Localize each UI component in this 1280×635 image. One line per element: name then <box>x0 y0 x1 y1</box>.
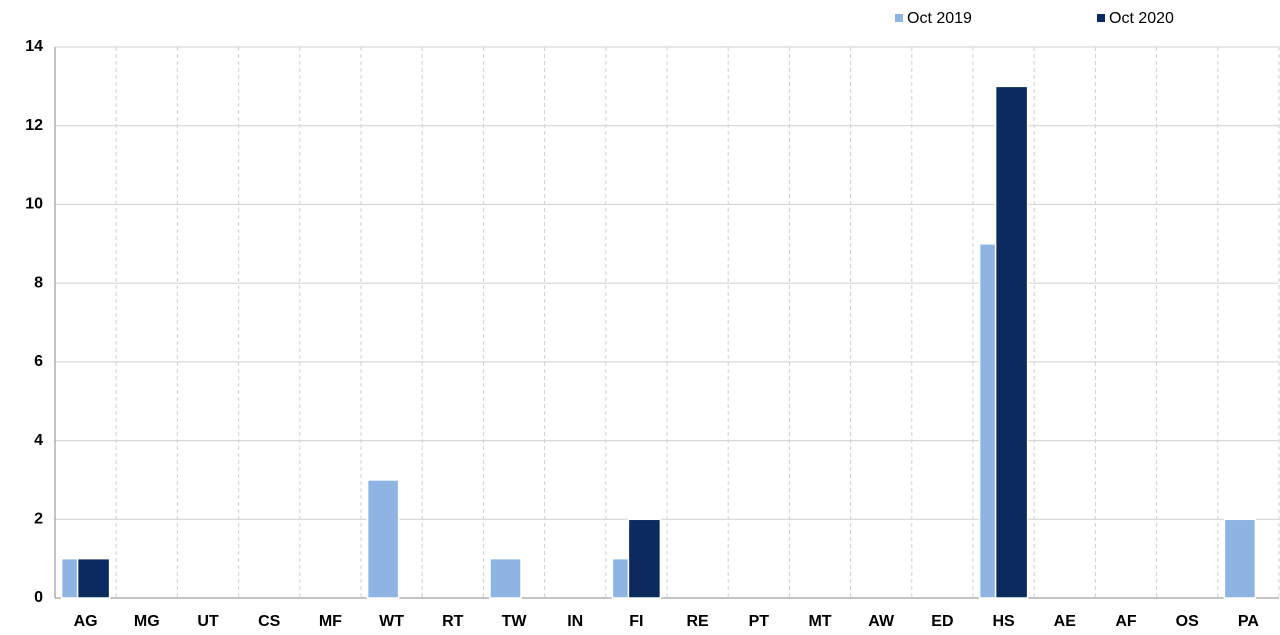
x-tick-label: OS <box>1176 613 1199 630</box>
x-tick-label: WT <box>379 613 404 630</box>
x-tick-label: UT <box>197 613 219 630</box>
x-tick-label: AG <box>74 613 98 630</box>
x-tick-label: IN <box>567 613 583 630</box>
x-tick-label: TW <box>502 613 528 630</box>
bar <box>994 85 1029 599</box>
legend-swatch <box>1097 14 1105 22</box>
y-tick-label: 10 <box>25 196 43 213</box>
bar <box>489 557 522 599</box>
x-tick-label: FI <box>629 613 643 630</box>
x-tick-label: RT <box>442 613 464 630</box>
x-tick-label: MT <box>808 613 831 630</box>
y-tick-label: 8 <box>34 274 43 291</box>
x-tick-label: AW <box>868 613 895 630</box>
x-tick-label: CS <box>258 613 281 630</box>
x-tick-label: RE <box>686 613 709 630</box>
x-tick-label: PT <box>749 613 770 630</box>
bar <box>1223 518 1257 599</box>
x-tick-label: HS <box>992 613 1015 630</box>
x-tick-label: MF <box>319 613 342 630</box>
x-tick-label: MG <box>134 613 160 630</box>
bar <box>627 518 662 599</box>
x-tick-label: AE <box>1054 613 1077 630</box>
y-tick-label: 6 <box>34 353 43 370</box>
y-tick-label: 12 <box>25 117 43 134</box>
x-tick-label: ED <box>931 613 953 630</box>
legend-label: Oct 2020 <box>1109 10 1174 27</box>
legend-label: Oct 2019 <box>907 10 972 27</box>
x-tick-label: PA <box>1238 613 1259 630</box>
y-tick-label: 14 <box>25 38 43 55</box>
y-tick-label: 0 <box>34 589 43 606</box>
bar <box>76 557 111 599</box>
bar <box>366 479 400 599</box>
legend-swatch <box>895 14 903 22</box>
y-tick-label: 4 <box>34 432 43 449</box>
y-tick-label: 2 <box>34 511 43 528</box>
x-tick-label: AF <box>1115 613 1137 630</box>
